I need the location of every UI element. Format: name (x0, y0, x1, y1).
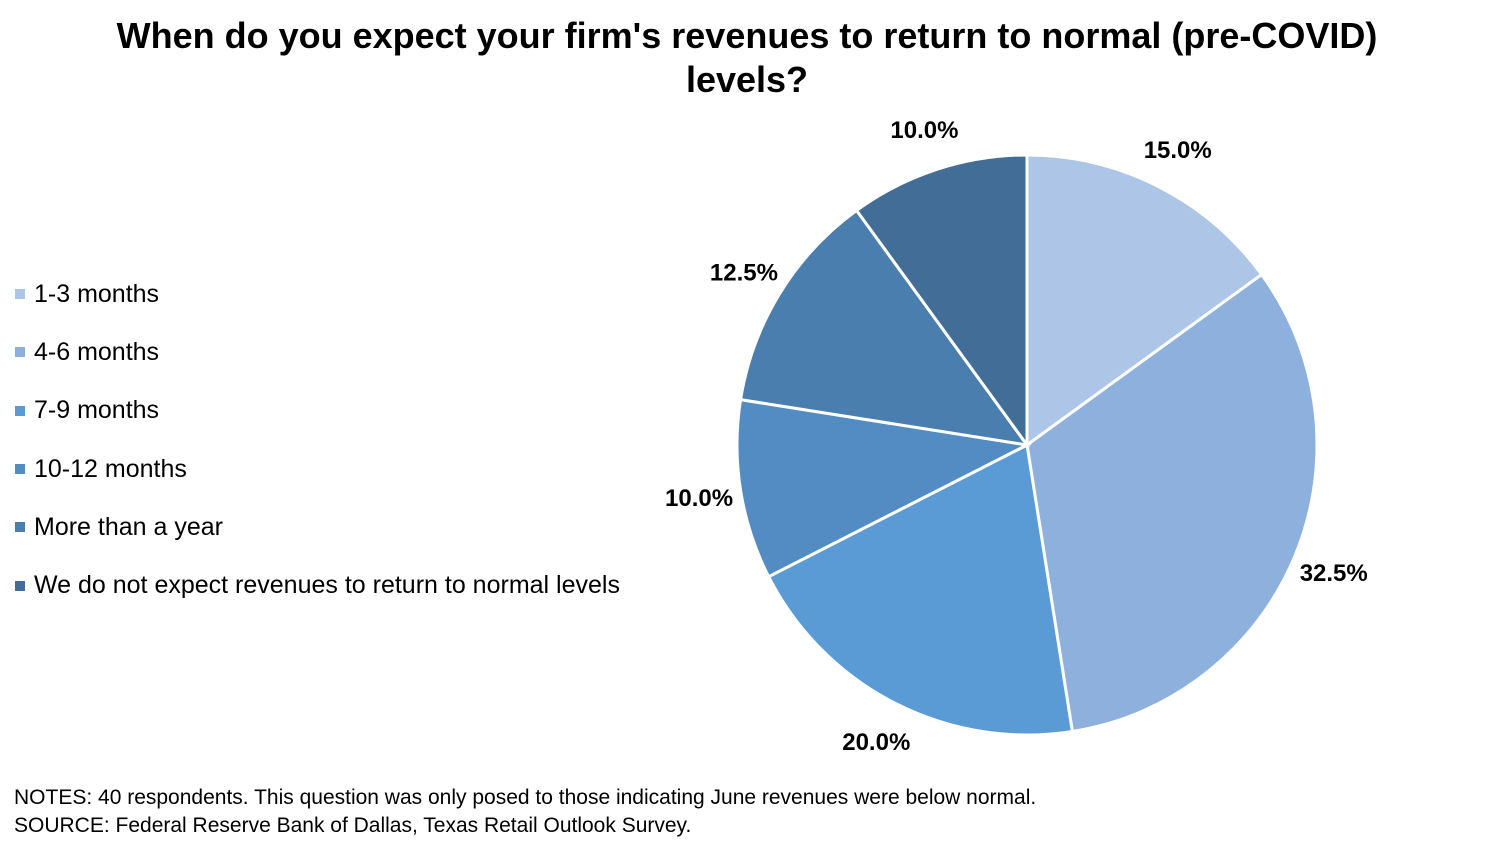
legend-swatch (15, 289, 25, 300)
legend-swatch (15, 347, 25, 358)
source-line: SOURCE: Federal Reserve Bank of Dallas, … (14, 814, 692, 837)
legend-swatch (15, 464, 25, 475)
chart-title-line-2: levels? (685, 59, 809, 100)
pie-slice (738, 208, 1031, 448)
legend-label: 4-6 months (34, 337, 160, 366)
pie-slice (766, 442, 1075, 737)
legend-label: We do not expect revenues to return to n… (34, 571, 620, 600)
legend-label: 1-3 months (34, 279, 160, 308)
notes: NOTES: 40 respondents. This question was… (14, 784, 1036, 840)
legend-swatch (15, 522, 25, 533)
legend-item: 4-6 months (15, 323, 620, 381)
legend-item: 1-3 months (15, 265, 620, 323)
data-label: 15.0% (1144, 137, 1212, 164)
chart-title: When do you expect your firm's revenues … (0, 14, 1494, 102)
data-label: 32.5% (1300, 560, 1368, 587)
notes-line: NOTES: 40 respondents. This question was… (14, 786, 1037, 809)
legend-swatch (15, 405, 25, 416)
legend-item: We do not expect revenues to return to n… (15, 556, 620, 614)
legend-label: More than a year (34, 512, 223, 541)
pie-slice (1025, 153, 1264, 448)
data-label: 10.0% (665, 485, 733, 512)
data-label: 12.5% (710, 260, 778, 287)
legend-item: 10-12 months (15, 440, 620, 498)
legend: 1-3 months 4-6 months 7-9 months 10-12 mont… (15, 265, 620, 615)
pie-slice (735, 397, 1032, 579)
legend-item: 7-9 months (15, 382, 620, 440)
data-label: 20.0% (842, 729, 910, 756)
legend-item: More than a year (15, 498, 620, 556)
legend-label: 10-12 months (34, 454, 187, 483)
pie-slice (1025, 272, 1319, 734)
legend-swatch (15, 580, 25, 591)
pie-slice (854, 153, 1029, 450)
legend-label: 7-9 months (34, 396, 160, 425)
chart-title-line-1: When do you expect your firm's revenues … (116, 15, 1378, 56)
data-label: 10.0% (890, 117, 958, 144)
